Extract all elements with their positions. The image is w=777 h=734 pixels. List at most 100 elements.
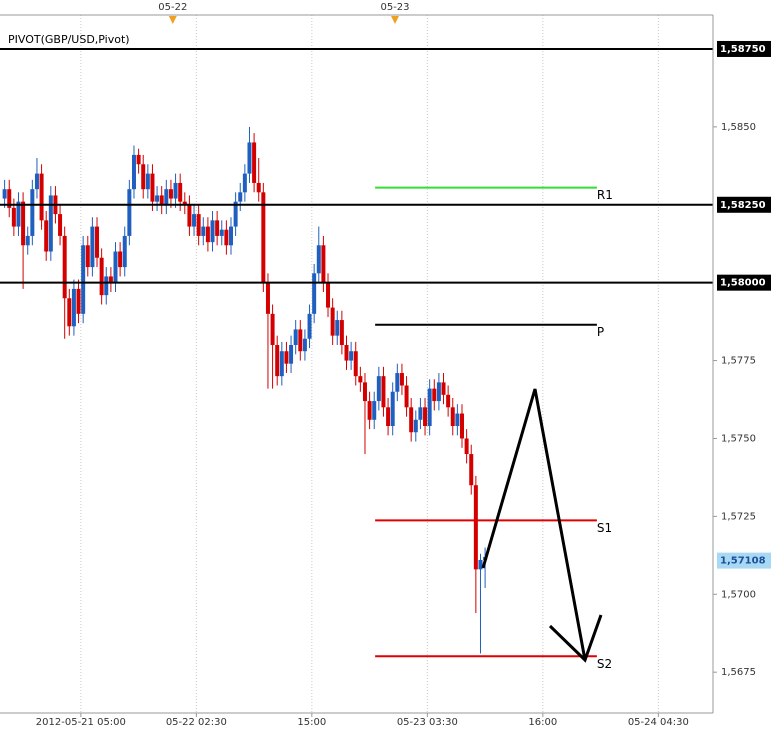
pivot-label: P	[597, 325, 604, 339]
candle-body	[34, 173, 39, 190]
candle-body	[131, 154, 136, 190]
candle-body	[321, 245, 326, 283]
marks	[0, 47, 713, 658]
candle-body	[390, 391, 395, 427]
candle-body	[307, 313, 312, 339]
candle-body	[302, 338, 307, 352]
candle-body	[233, 201, 238, 227]
price-label: 1,58000	[720, 278, 766, 289]
candle-body	[205, 226, 210, 243]
candle-body	[187, 204, 192, 227]
candle-body	[7, 189, 12, 208]
candle-body	[326, 282, 331, 308]
price-label-bg	[717, 196, 771, 213]
candle-body	[473, 485, 478, 570]
pivot-label: R1	[597, 188, 613, 202]
candle-body	[108, 276, 113, 283]
candle-body	[478, 560, 483, 570]
candle-body	[353, 351, 358, 377]
price-label: 1,58750	[720, 44, 766, 55]
candle-body	[427, 388, 432, 427]
candle-body	[279, 351, 284, 377]
candle-body	[432, 388, 437, 402]
x-tick-label: 05-23 03:30	[397, 717, 458, 728]
candle-body	[210, 220, 215, 243]
candle-body	[344, 344, 349, 361]
candle-body	[339, 320, 344, 345]
candle-body	[173, 182, 178, 199]
y-tick-label: 1,5750	[721, 433, 756, 444]
candle-body	[127, 189, 132, 236]
candle-body	[335, 320, 340, 336]
candle-body	[256, 182, 261, 193]
candle-body	[164, 189, 169, 205]
x-tick-label: 05-22 02:30	[166, 717, 227, 728]
candle-body	[44, 220, 49, 252]
candle-body	[25, 235, 30, 246]
candle-body	[62, 235, 67, 299]
candle-body	[252, 142, 257, 183]
current-price-label: 1,57108	[720, 556, 766, 567]
candle-body	[155, 195, 160, 202]
candle-body	[298, 329, 303, 352]
candle-body	[349, 351, 354, 361]
candle-body	[436, 382, 441, 402]
candle-body	[95, 226, 100, 258]
candle-body	[284, 351, 289, 364]
day-marker-label: 05-23	[380, 2, 409, 13]
current-price-bg	[717, 552, 771, 569]
candle-body	[178, 182, 183, 202]
y-tick-label: 1,5775	[721, 356, 756, 367]
candle-body	[459, 413, 464, 439]
candle-body	[312, 273, 317, 314]
y-tick-label: 1,5700	[721, 589, 756, 600]
price-label: 1,58250	[720, 200, 766, 211]
candle-body	[182, 201, 187, 205]
candle-body	[386, 407, 391, 427]
candle-body	[275, 344, 280, 377]
indicator-label: PIVOT(GBP/USD,Pivot)	[8, 33, 130, 46]
candle-body	[261, 192, 266, 283]
candle-body	[413, 419, 418, 433]
candle-body	[58, 214, 63, 236]
candle-body	[2, 189, 7, 199]
candle-body	[192, 214, 197, 227]
candle-body	[395, 373, 400, 392]
price-label-bg	[717, 274, 771, 291]
candle-body	[404, 385, 409, 408]
candle-body	[85, 245, 90, 268]
candle-body	[201, 226, 206, 236]
candle-body	[238, 192, 243, 202]
candle-body	[21, 201, 26, 246]
x-tick-label: 16:00	[528, 717, 557, 728]
candle-body	[376, 376, 381, 402]
candle-body	[446, 394, 451, 408]
y-tick-label: 1,5850	[721, 122, 756, 133]
candle-body	[11, 207, 16, 227]
candle-body	[122, 235, 127, 268]
pivot-label: S1	[597, 521, 612, 535]
price-label-bg	[717, 40, 771, 57]
candle-body	[99, 257, 104, 296]
candle-body	[358, 376, 363, 383]
candle-body	[39, 173, 44, 221]
candle-body	[330, 307, 335, 336]
candle-body	[215, 220, 220, 236]
candle-body	[265, 282, 270, 314]
candle-body	[362, 382, 367, 402]
grid	[80, 15, 659, 713]
candle-body	[372, 401, 377, 420]
candle-body	[450, 407, 455, 427]
candle-body	[270, 313, 275, 345]
candle-body	[418, 407, 423, 420]
candle-body	[464, 438, 469, 455]
candle-body	[399, 373, 404, 386]
candle-body	[67, 298, 72, 327]
day-marker-label: 05-22	[158, 2, 187, 13]
candle-body	[16, 201, 21, 227]
candle-body	[289, 344, 294, 364]
candle-body	[118, 251, 123, 268]
candle-body	[224, 229, 229, 246]
